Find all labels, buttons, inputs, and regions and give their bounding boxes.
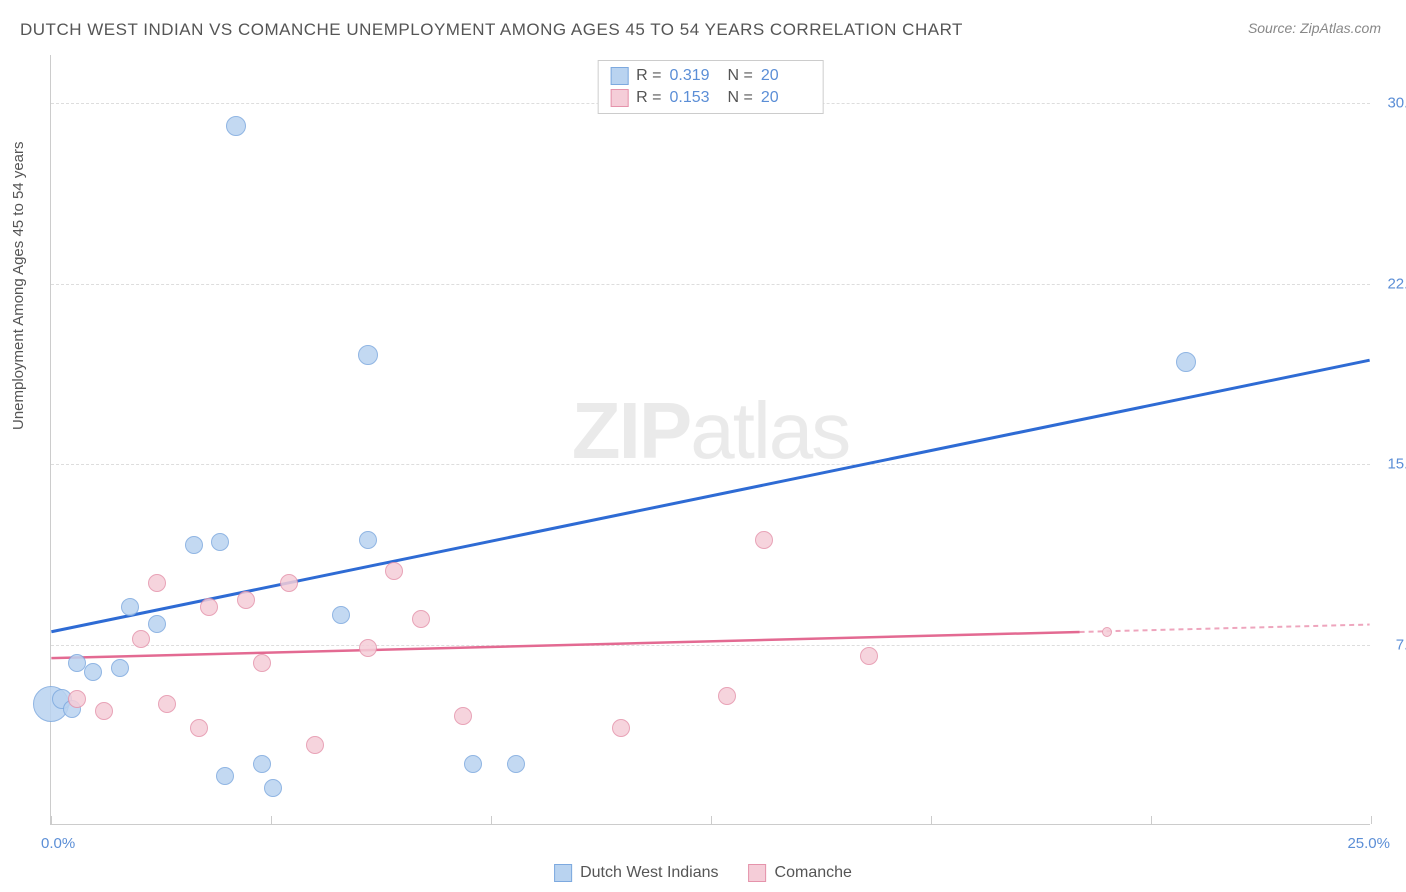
- scatter-point-series-1: [755, 531, 773, 549]
- swatch-series-0: [610, 67, 628, 85]
- chart-plot-area: R = 0.319 N = 20 R = 0.153 N = 20 ZIPatl…: [50, 55, 1370, 825]
- legend-item-1: Comanche: [749, 864, 852, 882]
- series-legend: Dutch West Indians Comanche: [554, 864, 852, 882]
- n-label: N =: [728, 67, 753, 85]
- chart-title: DUTCH WEST INDIAN VS COMANCHE UNEMPLOYME…: [20, 20, 963, 40]
- scatter-point-series-0: [216, 767, 234, 785]
- scatter-point-series-1: [1102, 627, 1112, 637]
- r-value-0: 0.319: [670, 67, 720, 85]
- scatter-point-series-0: [358, 345, 378, 365]
- legend-label-0: Dutch West Indians: [580, 864, 718, 882]
- scatter-point-series-1: [148, 574, 166, 592]
- scatter-point-series-1: [306, 736, 324, 754]
- scatter-point-series-1: [412, 610, 430, 628]
- r-label: R =: [636, 89, 661, 107]
- scatter-point-series-0: [84, 663, 102, 681]
- scatter-point-series-1: [612, 719, 630, 737]
- y-tick-label: 30.0%: [1375, 95, 1406, 112]
- legend-item-0: Dutch West Indians: [554, 864, 718, 882]
- scatter-point-series-0: [1176, 352, 1196, 372]
- trend-lines-svg: [51, 55, 1370, 824]
- legend-swatch-1: [749, 864, 767, 882]
- scatter-point-series-1: [95, 702, 113, 720]
- stats-legend: R = 0.319 N = 20 R = 0.153 N = 20: [597, 60, 824, 114]
- y-axis-label: Unemployment Among Ages 45 to 54 years: [10, 141, 27, 430]
- n-value-0: 20: [761, 67, 811, 85]
- scatter-point-series-1: [132, 630, 150, 648]
- x-tick-min: 0.0%: [41, 835, 75, 852]
- scatter-point-series-0: [148, 615, 166, 633]
- stats-row-series-1: R = 0.153 N = 20: [610, 87, 811, 109]
- scatter-point-series-0: [185, 536, 203, 554]
- scatter-point-series-0: [211, 533, 229, 551]
- scatter-point-series-1: [454, 707, 472, 725]
- scatter-point-series-1: [718, 687, 736, 705]
- scatter-point-series-0: [264, 779, 282, 797]
- scatter-point-series-0: [359, 531, 377, 549]
- legend-label-1: Comanche: [775, 864, 852, 882]
- x-minor-tick: [1371, 816, 1372, 824]
- source-attribution: Source: ZipAtlas.com: [1248, 20, 1381, 36]
- scatter-point-series-1: [253, 654, 271, 672]
- scatter-point-series-0: [253, 755, 271, 773]
- scatter-point-series-1: [385, 562, 403, 580]
- scatter-point-series-0: [464, 755, 482, 773]
- scatter-point-series-0: [121, 598, 139, 616]
- swatch-series-1: [610, 89, 628, 107]
- legend-swatch-0: [554, 864, 572, 882]
- y-tick-label: 22.5%: [1375, 275, 1406, 292]
- scatter-point-series-0: [332, 606, 350, 624]
- scatter-point-series-1: [860, 647, 878, 665]
- scatter-point-series-0: [226, 116, 246, 136]
- y-tick-label: 7.5%: [1375, 636, 1406, 653]
- x-tick-max: 25.0%: [1347, 835, 1390, 852]
- n-value-1: 20: [761, 89, 811, 107]
- scatter-point-series-1: [237, 591, 255, 609]
- scatter-point-series-0: [507, 755, 525, 773]
- scatter-point-series-1: [158, 695, 176, 713]
- scatter-point-series-1: [359, 639, 377, 657]
- y-tick-label: 15.0%: [1375, 456, 1406, 473]
- scatter-point-series-1: [200, 598, 218, 616]
- scatter-point-series-1: [68, 690, 86, 708]
- scatter-point-series-0: [111, 659, 129, 677]
- n-label: N =: [728, 89, 753, 107]
- stats-row-series-0: R = 0.319 N = 20: [610, 65, 811, 87]
- scatter-point-series-1: [190, 719, 208, 737]
- r-value-1: 0.153: [670, 89, 720, 107]
- r-label: R =: [636, 67, 661, 85]
- scatter-point-series-1: [280, 574, 298, 592]
